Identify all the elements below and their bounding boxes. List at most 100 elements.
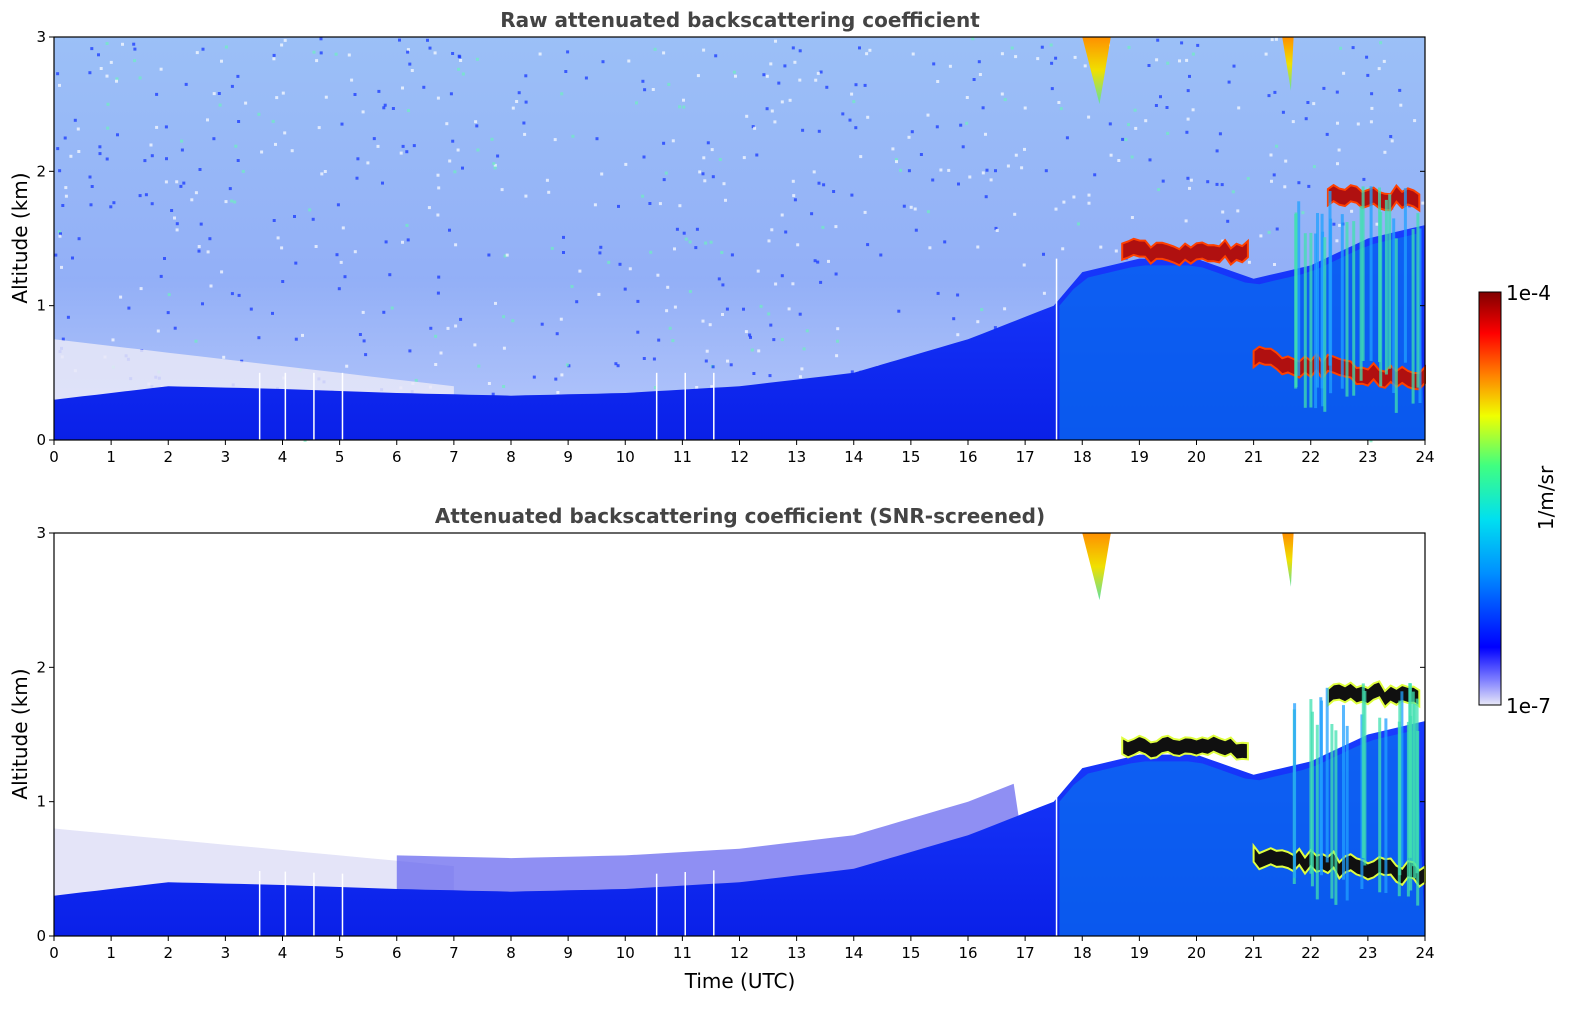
x-tick-label: 11 bbox=[673, 448, 692, 466]
noise-speck bbox=[1272, 173, 1276, 177]
noise-speck bbox=[704, 359, 708, 363]
noise-speck bbox=[848, 118, 852, 122]
noise-speck bbox=[105, 42, 109, 45]
cloud-streak bbox=[1379, 211, 1383, 387]
noise-speck bbox=[408, 62, 412, 66]
noise-speck bbox=[1077, 222, 1080, 226]
noise-speck bbox=[220, 270, 224, 274]
noise-speck bbox=[721, 283, 725, 287]
noise-speck bbox=[155, 125, 159, 129]
noise-speck bbox=[936, 80, 940, 83]
noise-speck bbox=[382, 106, 386, 110]
noise-speck bbox=[909, 205, 913, 209]
noise-speck bbox=[105, 74, 109, 78]
noise-speck bbox=[1144, 119, 1148, 123]
noise-speck bbox=[429, 326, 433, 330]
noise-speck bbox=[272, 219, 276, 222]
noise-speck bbox=[1356, 122, 1360, 126]
noise-speck bbox=[382, 310, 386, 314]
noise-speck bbox=[957, 182, 960, 186]
noise-speck bbox=[532, 375, 536, 379]
noise-speck bbox=[1366, 73, 1370, 77]
cloud-streak bbox=[1342, 705, 1345, 880]
x-tick-label: 17 bbox=[1016, 944, 1035, 962]
noise-speck bbox=[1375, 222, 1379, 226]
noise-speck bbox=[218, 103, 222, 107]
noise-speck bbox=[1382, 59, 1386, 63]
noise-speck bbox=[623, 287, 627, 291]
noise-speck bbox=[976, 245, 980, 249]
noise-speck bbox=[408, 349, 412, 353]
noise-speck bbox=[798, 49, 802, 53]
plume bbox=[1282, 533, 1294, 587]
noise-speck bbox=[1267, 94, 1271, 98]
noise-speck bbox=[308, 208, 312, 212]
noise-speck bbox=[994, 169, 997, 173]
x-tick-label: 15 bbox=[901, 448, 920, 466]
noise-speck bbox=[810, 212, 814, 216]
noise-speck bbox=[1231, 190, 1235, 194]
noise-speck bbox=[899, 168, 902, 172]
noise-speck bbox=[748, 333, 752, 337]
noise-speck bbox=[301, 333, 304, 337]
noise-speck bbox=[237, 120, 241, 123]
noise-speck bbox=[1338, 223, 1342, 227]
noise-speck bbox=[66, 315, 70, 319]
noise-speck bbox=[792, 194, 796, 198]
noise-speck bbox=[493, 163, 497, 167]
noise-speck bbox=[77, 237, 81, 241]
noise-speck bbox=[212, 137, 216, 141]
noise-speck bbox=[1108, 122, 1112, 126]
x-tick-label: 24 bbox=[1415, 944, 1434, 962]
noise-speck bbox=[456, 148, 460, 152]
x-tick-label: 6 bbox=[392, 944, 402, 962]
noise-speck bbox=[570, 285, 574, 288]
noise-speck bbox=[199, 222, 203, 226]
noise-speck bbox=[63, 136, 67, 140]
noise-speck bbox=[762, 73, 766, 77]
noise-speck bbox=[319, 51, 323, 55]
noise-speck bbox=[648, 202, 652, 205]
noise-speck bbox=[734, 74, 737, 78]
noise-speck bbox=[206, 118, 209, 122]
noise-speck bbox=[155, 92, 159, 96]
noise-speck bbox=[770, 228, 774, 232]
noise-speck bbox=[112, 201, 116, 205]
noise-speck bbox=[977, 60, 981, 64]
x-tick-label: 4 bbox=[278, 448, 288, 466]
noise-speck bbox=[358, 333, 362, 336]
x-tick-label: 14 bbox=[844, 944, 863, 962]
snr-screened-panel: Attenuated backscattering coefficient (S… bbox=[8, 504, 1435, 993]
noise-speck bbox=[618, 262, 622, 266]
noise-speck bbox=[1127, 123, 1130, 127]
noise-speck bbox=[89, 203, 93, 207]
x-tick-label: 0 bbox=[49, 944, 59, 962]
noise-speck bbox=[312, 50, 316, 54]
noise-speck bbox=[1186, 176, 1190, 180]
noise-speck bbox=[206, 250, 210, 254]
noise-speck bbox=[445, 122, 449, 126]
noise-speck bbox=[636, 330, 640, 334]
noise-speck bbox=[511, 319, 515, 323]
noise-speck bbox=[159, 67, 163, 71]
noise-speck bbox=[1325, 132, 1329, 136]
noise-speck bbox=[224, 45, 228, 49]
noise-speck bbox=[133, 59, 137, 63]
noise-speck bbox=[407, 109, 410, 112]
noise-speck bbox=[780, 274, 784, 278]
noise-speck bbox=[1121, 137, 1125, 141]
colorbar-max-label: 1e-4 bbox=[1506, 281, 1551, 305]
noise-speck bbox=[143, 159, 147, 163]
noise-speck bbox=[907, 135, 911, 139]
noise-speck bbox=[436, 213, 440, 217]
noise-speck bbox=[334, 52, 338, 56]
noise-speck bbox=[503, 254, 507, 258]
noise-speck bbox=[1389, 135, 1393, 138]
cloud-streak bbox=[1323, 237, 1327, 412]
noise-speck bbox=[1010, 46, 1014, 50]
noise-speck bbox=[230, 292, 234, 296]
noise-speck bbox=[1379, 41, 1383, 45]
noise-speck bbox=[56, 72, 60, 76]
noise-speck bbox=[772, 338, 776, 342]
raw-backscatter-panel: Raw attenuated backscattering coefficien… bbox=[8, 8, 1435, 466]
